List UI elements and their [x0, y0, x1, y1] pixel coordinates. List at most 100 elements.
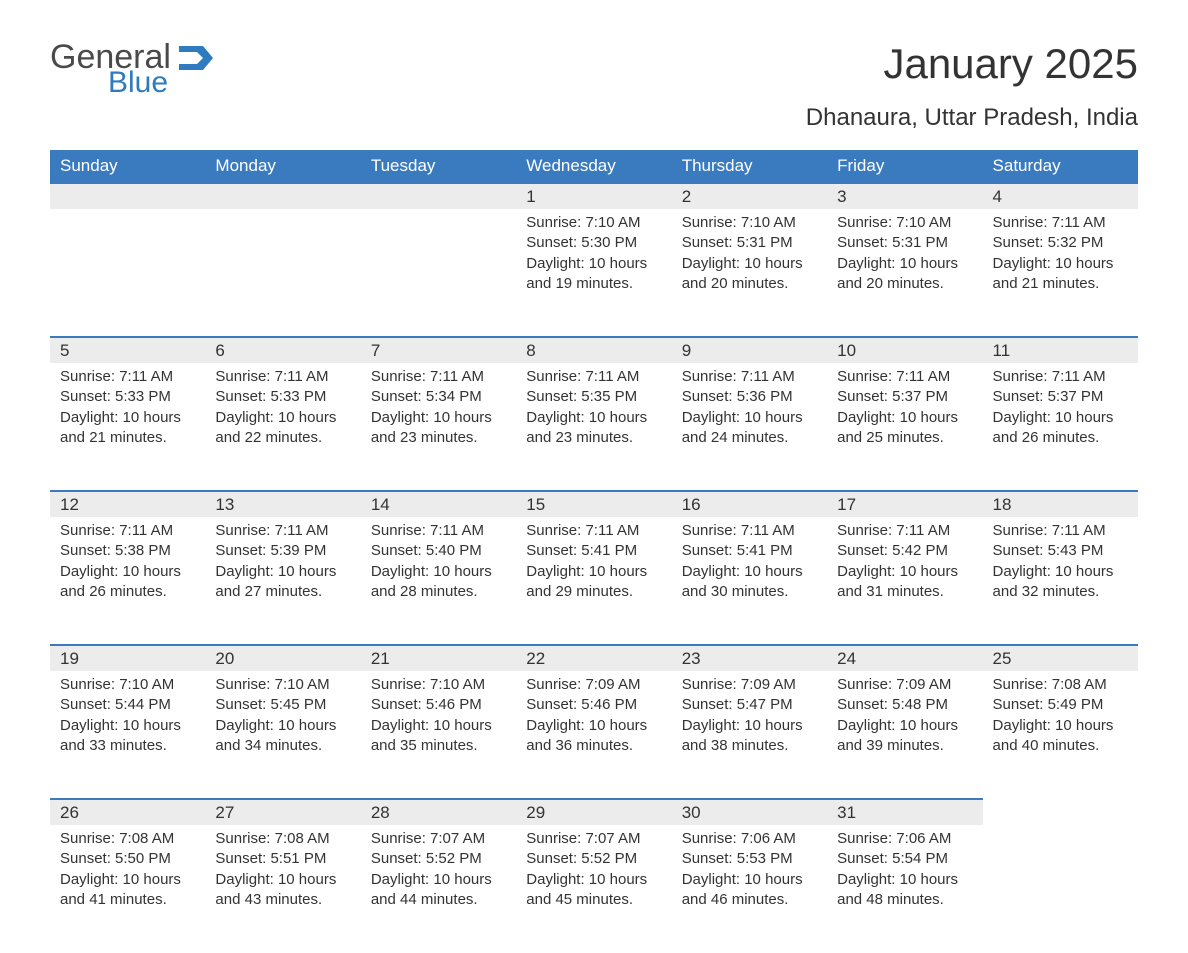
day-number-cell: 1: [516, 183, 671, 209]
day-body: Sunrise: 7:08 AMSunset: 5:51 PMDaylight:…: [205, 825, 360, 918]
daylight-line1: Daylight: 10 hours: [526, 870, 661, 890]
sunset-text: Sunset: 5:54 PM: [837, 849, 972, 869]
sunset-text: Sunset: 5:43 PM: [993, 541, 1128, 561]
day-number: 12: [50, 492, 205, 517]
sunset-text: Sunset: 5:38 PM: [60, 541, 195, 561]
day-body: Sunrise: 7:09 AMSunset: 5:47 PMDaylight:…: [672, 671, 827, 764]
sunrise-text: Sunrise: 7:11 AM: [371, 367, 506, 387]
day-number: 21: [361, 646, 516, 671]
calendar-body: 1234Sunrise: 7:10 AMSunset: 5:30 PMDayli…: [50, 183, 1138, 953]
day-cell: Sunrise: 7:08 AMSunset: 5:49 PMDaylight:…: [983, 671, 1138, 799]
daylight-line1: Daylight: 10 hours: [837, 562, 972, 582]
daylight-line1: Daylight: 10 hours: [682, 870, 817, 890]
day-number: 1: [516, 184, 671, 209]
sunset-text: Sunset: 5:47 PM: [682, 695, 817, 715]
daylight-line1: Daylight: 10 hours: [682, 254, 817, 274]
daylight-line1: Daylight: 10 hours: [682, 716, 817, 736]
day-body: Sunrise: 7:08 AMSunset: 5:49 PMDaylight:…: [983, 671, 1138, 764]
daylight-line1: Daylight: 10 hours: [215, 716, 350, 736]
day-cell: Sunrise: 7:09 AMSunset: 5:47 PMDaylight:…: [672, 671, 827, 799]
sunrise-text: Sunrise: 7:11 AM: [215, 367, 350, 387]
page-header: General Blue January 2025: [50, 40, 1138, 98]
daylight-line1: Daylight: 10 hours: [526, 716, 661, 736]
sunrise-text: Sunrise: 7:11 AM: [682, 521, 817, 541]
sunset-text: Sunset: 5:48 PM: [837, 695, 972, 715]
daylight-line2: and 23 minutes.: [526, 428, 661, 448]
day-cell: Sunrise: 7:10 AMSunset: 5:44 PMDaylight:…: [50, 671, 205, 799]
day-cell: Sunrise: 7:11 AMSunset: 5:35 PMDaylight:…: [516, 363, 671, 491]
day-number-cell: 5: [50, 337, 205, 363]
empty-day-cell: [50, 209, 205, 337]
daylight-line2: and 29 minutes.: [526, 582, 661, 602]
day-number-cell: 24: [827, 645, 982, 671]
sunrise-text: Sunrise: 7:10 AM: [526, 213, 661, 233]
day-number-cell: 16: [672, 491, 827, 517]
day-number-cell: 22: [516, 645, 671, 671]
sunrise-text: Sunrise: 7:08 AM: [60, 829, 195, 849]
empty-day-cell: [361, 209, 516, 337]
sunset-text: Sunset: 5:41 PM: [526, 541, 661, 561]
daylight-line2: and 31 minutes.: [837, 582, 972, 602]
day-number-cell: 7: [361, 337, 516, 363]
daylight-line1: Daylight: 10 hours: [837, 716, 972, 736]
day-number-cell: 9: [672, 337, 827, 363]
sunrise-text: Sunrise: 7:11 AM: [526, 521, 661, 541]
day-number: 27: [205, 800, 360, 825]
day-number-cell: 31: [827, 799, 982, 825]
day-cell: Sunrise: 7:11 AMSunset: 5:39 PMDaylight:…: [205, 517, 360, 645]
day-cell: Sunrise: 7:10 AMSunset: 5:31 PMDaylight:…: [672, 209, 827, 337]
day-number: 7: [361, 338, 516, 363]
day-cell: Sunrise: 7:06 AMSunset: 5:54 PMDaylight:…: [827, 825, 982, 953]
day-body: Sunrise: 7:11 AMSunset: 5:36 PMDaylight:…: [672, 363, 827, 456]
daylight-line2: and 45 minutes.: [526, 890, 661, 910]
day-body: Sunrise: 7:07 AMSunset: 5:52 PMDaylight:…: [361, 825, 516, 918]
day-body: Sunrise: 7:11 AMSunset: 5:38 PMDaylight:…: [50, 517, 205, 610]
day-number: 15: [516, 492, 671, 517]
day-cell: Sunrise: 7:07 AMSunset: 5:52 PMDaylight:…: [516, 825, 671, 953]
daylight-line2: and 26 minutes.: [60, 582, 195, 602]
sunrise-text: Sunrise: 7:08 AM: [215, 829, 350, 849]
day-body: Sunrise: 7:06 AMSunset: 5:53 PMDaylight:…: [672, 825, 827, 918]
sunrise-text: Sunrise: 7:06 AM: [682, 829, 817, 849]
day-body: Sunrise: 7:09 AMSunset: 5:48 PMDaylight:…: [827, 671, 982, 764]
day-cell: Sunrise: 7:10 AMSunset: 5:30 PMDaylight:…: [516, 209, 671, 337]
daylight-line2: and 28 minutes.: [371, 582, 506, 602]
day-number: 3: [827, 184, 982, 209]
day-number: 9: [672, 338, 827, 363]
day-body: Sunrise: 7:11 AMSunset: 5:43 PMDaylight:…: [983, 517, 1138, 610]
day-header: Sunday: [50, 150, 205, 183]
week-number-row: 12131415161718: [50, 491, 1138, 517]
logo-word-blue: Blue: [108, 68, 171, 98]
daylight-line2: and 35 minutes.: [371, 736, 506, 756]
day-number: 28: [361, 800, 516, 825]
day-body: Sunrise: 7:06 AMSunset: 5:54 PMDaylight:…: [827, 825, 982, 918]
day-number-cell: 6: [205, 337, 360, 363]
week-body-row: Sunrise: 7:11 AMSunset: 5:33 PMDaylight:…: [50, 363, 1138, 491]
daylight-line2: and 44 minutes.: [371, 890, 506, 910]
daylight-line2: and 39 minutes.: [837, 736, 972, 756]
daylight-line1: Daylight: 10 hours: [60, 408, 195, 428]
day-number-cell: 20: [205, 645, 360, 671]
sunrise-text: Sunrise: 7:11 AM: [526, 367, 661, 387]
day-number-cell: 19: [50, 645, 205, 671]
sunrise-text: Sunrise: 7:07 AM: [526, 829, 661, 849]
sunset-text: Sunset: 5:45 PM: [215, 695, 350, 715]
day-number-cell: 27: [205, 799, 360, 825]
daylight-line2: and 30 minutes.: [682, 582, 817, 602]
day-cell: Sunrise: 7:11 AMSunset: 5:33 PMDaylight:…: [50, 363, 205, 491]
sunrise-text: Sunrise: 7:08 AM: [993, 675, 1128, 695]
day-number-cell: 26: [50, 799, 205, 825]
day-body: Sunrise: 7:11 AMSunset: 5:35 PMDaylight:…: [516, 363, 671, 456]
day-body: Sunrise: 7:08 AMSunset: 5:50 PMDaylight:…: [50, 825, 205, 918]
sunset-text: Sunset: 5:32 PM: [993, 233, 1128, 253]
sunset-text: Sunset: 5:35 PM: [526, 387, 661, 407]
daylight-line2: and 48 minutes.: [837, 890, 972, 910]
sunrise-text: Sunrise: 7:11 AM: [371, 521, 506, 541]
week-number-row: 567891011: [50, 337, 1138, 363]
daylight-line2: and 20 minutes.: [837, 274, 972, 294]
daylight-line1: Daylight: 10 hours: [837, 254, 972, 274]
daylight-line2: and 19 minutes.: [526, 274, 661, 294]
day-number: 23: [672, 646, 827, 671]
sunrise-text: Sunrise: 7:11 AM: [993, 367, 1128, 387]
sunrise-text: Sunrise: 7:11 AM: [837, 521, 972, 541]
